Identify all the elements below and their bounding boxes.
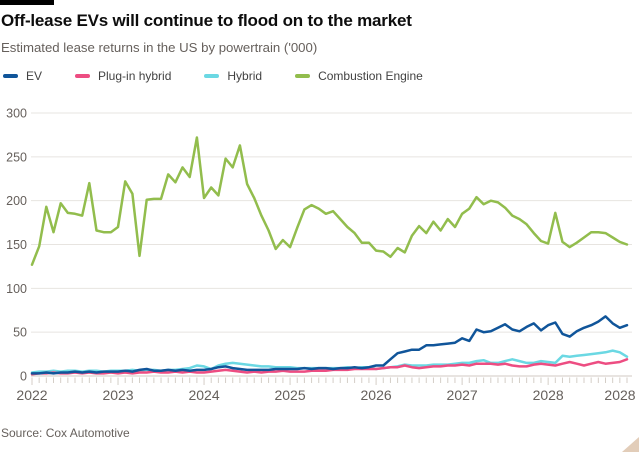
legend-swatch-combustion-engine-icon [295, 74, 311, 78]
x-tick-label-4: 2026 [361, 387, 392, 403]
x-tick-label-7: 2028 [604, 387, 635, 403]
x-tick-label-5: 2027 [447, 387, 478, 403]
legend-label-hybrid: Hybrid [227, 69, 263, 83]
x-tick-label-2: 2024 [188, 387, 219, 403]
legend-item-hybrid: Hybrid [204, 69, 262, 83]
page-title: Off-lease EVs will continue to flood on … [1, 11, 412, 30]
legend: EV Plug-in hybrid Hybrid Combustion Engi… [3, 69, 423, 83]
legend-swatch-plug-in-hybrid-icon [75, 74, 91, 78]
y-tick-label-250: 250 [6, 150, 27, 164]
series-line-ev [30, 315, 629, 375]
legend-label-ev: EV [26, 69, 43, 83]
legend-label-combustion-engine: Combustion Engine [318, 69, 423, 83]
y-tick-label-200: 200 [6, 194, 27, 208]
series-line-combustion-engine [30, 136, 629, 266]
chart-subtitle: Estimated lease returns in the US by pow… [1, 40, 318, 55]
plot-area: 0 50 100 150 200 250 300 2022 2023 2024 2025 2026 20… [0, 95, 640, 415]
accent-bar [0, 0, 54, 5]
x-tick-label-1: 2023 [102, 387, 133, 403]
x-tick-label-0: 2022 [16, 387, 47, 403]
y-tick-label-300: 300 [6, 107, 27, 121]
legend-label-plug-in-hybrid: Plug-in hybrid [98, 69, 172, 83]
legend-swatch-hybrid-icon [204, 74, 220, 78]
x-tick-label-3: 2025 [274, 387, 305, 403]
legend-item-combustion-engine: Combustion Engine [295, 69, 423, 83]
legend-swatch-ev-icon [3, 74, 18, 78]
x-tick-label-6: 2028 [533, 387, 564, 403]
legend-item-plug-in-hybrid: Plug-in hybrid [75, 69, 171, 83]
resize-handle[interactable] [622, 437, 639, 452]
y-tick-label-100: 100 [6, 282, 27, 296]
series-line-plug-in-hybrid [30, 358, 629, 376]
source-note: Source: Cox Automotive [1, 426, 130, 440]
legend-item-ev: EV [3, 69, 42, 83]
line-chart: 0 50 100 150 200 250 300 2022 2023 2024 2025 2026 20… [6, 107, 636, 404]
y-tick-label-50: 50 [13, 326, 27, 340]
y-tick-label-0: 0 [20, 370, 27, 384]
y-tick-label-150: 150 [6, 238, 27, 252]
